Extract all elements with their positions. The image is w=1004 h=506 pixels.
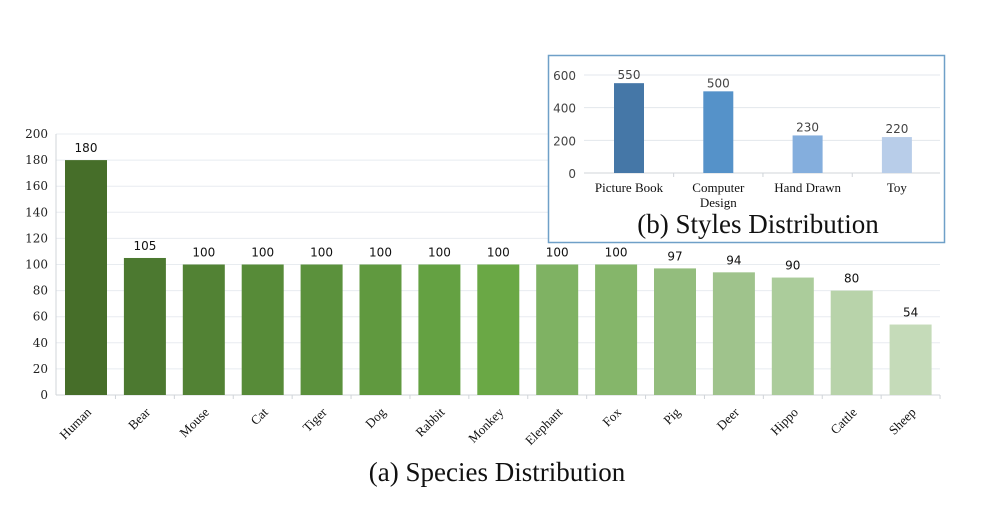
bar-monkey [477, 264, 520, 395]
bar-hand-drawn [792, 135, 823, 173]
bar-sheep [889, 324, 932, 395]
x-tick-label: Sheep [886, 405, 919, 438]
x-tick-label: Cat [247, 404, 271, 428]
y-tick-label: 80 [33, 284, 48, 298]
bar-picture-book [614, 83, 644, 173]
bar-tiger [300, 264, 343, 395]
x-tick-label: Mouse [176, 404, 212, 440]
x-tick-label: Monkey [465, 404, 507, 446]
data-label: 100 [546, 246, 569, 260]
data-label: 80 [844, 272, 859, 286]
data-label: 97 [667, 249, 682, 263]
data-label: 100 [310, 246, 333, 260]
data-label: 105 [133, 239, 156, 253]
y-tick-label: 0 [568, 167, 576, 181]
data-label: 100 [192, 246, 215, 260]
y-tick-label: 600 [553, 69, 576, 83]
x-tick-label: Deer [714, 404, 743, 433]
y-tick-label: 60 [33, 310, 48, 324]
data-label: 94 [726, 253, 741, 267]
y-tick-label: 120 [25, 231, 48, 245]
y-tick-label: 140 [25, 205, 48, 219]
x-tick-label: Picture Book [595, 180, 664, 195]
bar-pig [654, 268, 696, 395]
data-label: 100 [251, 246, 274, 260]
bar-cat [241, 264, 284, 395]
x-tick-label: Fox [599, 404, 624, 429]
y-tick-label: 40 [33, 336, 48, 350]
x-tick-label: Tiger [300, 404, 331, 435]
x-tick-label: Design [700, 195, 737, 210]
data-label: 54 [903, 306, 918, 320]
bar-cattle [830, 290, 873, 395]
data-label: 230 [796, 120, 819, 134]
x-tick-label: Human [56, 404, 94, 442]
x-tick-label: Rabbit [412, 404, 447, 439]
y-tick-label: 100 [25, 258, 48, 272]
x-tick-label: Dog [362, 404, 389, 431]
bar-fox [595, 264, 638, 395]
bar-bear [123, 257, 166, 395]
y-tick-label: 200 [553, 134, 576, 148]
chart-title: (b) Styles Distribution [637, 209, 879, 239]
bar-mouse [182, 264, 225, 395]
bar-toy [881, 137, 912, 173]
x-tick-label: Hippo [767, 405, 801, 439]
data-label: 500 [707, 76, 730, 90]
data-label: 550 [618, 68, 641, 82]
chart-title: (a) Species Distribution [369, 457, 626, 487]
data-label: 180 [75, 141, 98, 155]
styles-chart-inset: 0 200 400 600 550 Picture Book 500 ComputerDesi… [547, 54, 946, 244]
x-tick-label: Cattle [827, 404, 860, 437]
y-tick-label: 20 [33, 362, 48, 376]
bar-elephant [536, 264, 579, 395]
y-tick-label: 160 [25, 179, 48, 193]
x-tick-label: Elephant [522, 404, 566, 448]
y-tick-label: 200 [25, 127, 48, 141]
data-label: 100 [487, 246, 510, 260]
bar-computer-design [703, 91, 734, 173]
data-label: 90 [785, 259, 800, 273]
bar-rabbit [418, 264, 461, 395]
x-tick-label: Hand Drawn [774, 180, 841, 195]
data-label: 100 [428, 246, 451, 260]
y-tick-label: 180 [25, 153, 48, 167]
bar-dog [359, 264, 402, 395]
data-label: 220 [885, 122, 908, 136]
bar-human [65, 160, 107, 395]
y-tick-label: 0 [40, 388, 48, 402]
bar-deer [712, 272, 755, 395]
x-tick-label: Bear [125, 404, 153, 432]
x-tick-label: Computer [692, 180, 745, 195]
bar-hippo [771, 277, 814, 395]
x-tick-label: Toy [887, 180, 908, 195]
data-label: 100 [369, 246, 392, 260]
data-label: 100 [605, 246, 628, 260]
x-tick-label: Pig [660, 404, 683, 427]
y-tick-label: 400 [553, 102, 576, 116]
